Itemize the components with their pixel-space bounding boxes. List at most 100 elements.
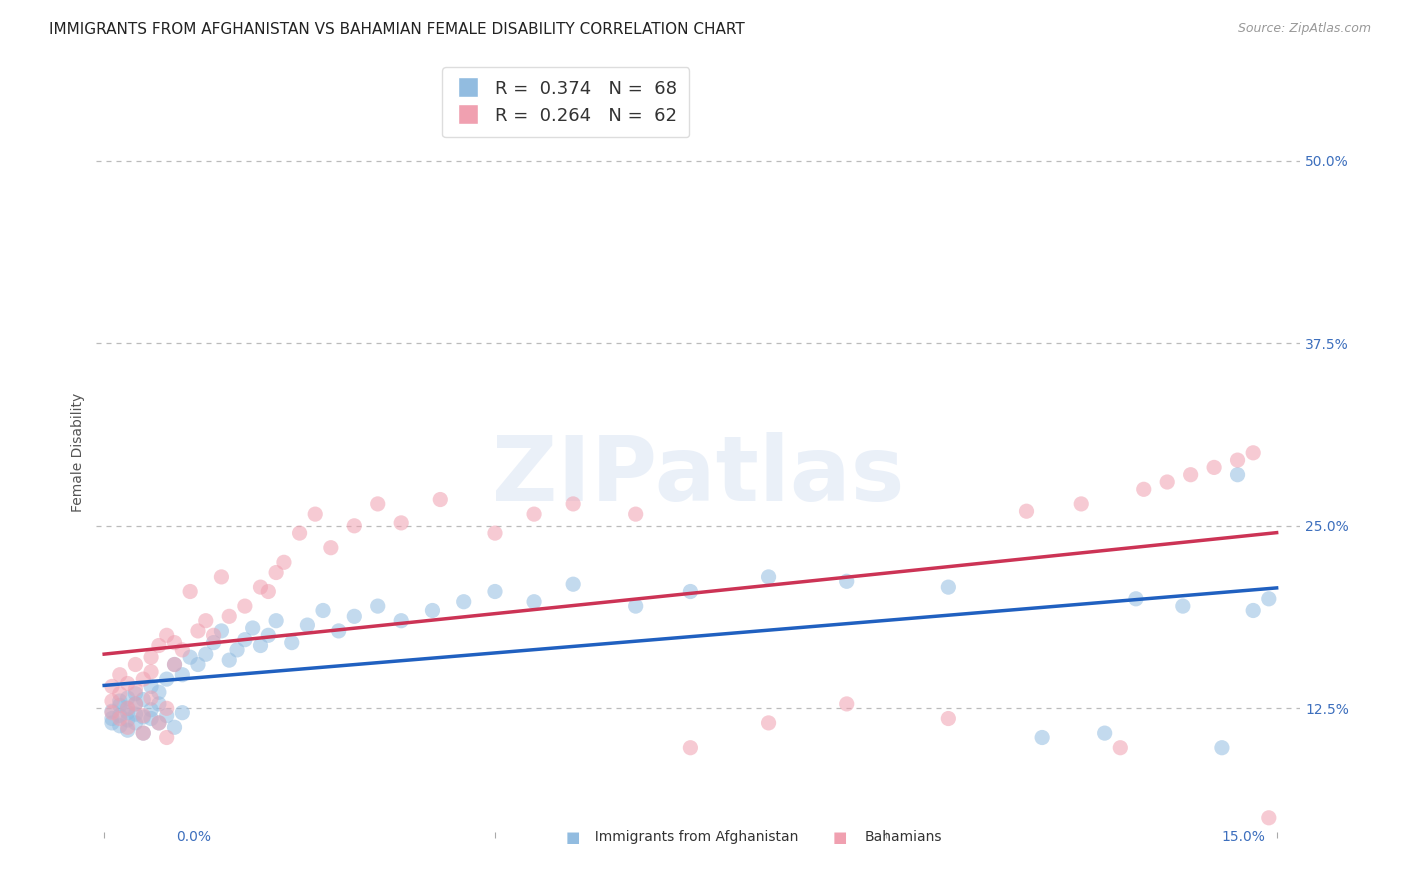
Point (1180, 467, 1202, 482)
Point (101, 694, 124, 708)
Point (148, 697, 170, 711)
Point (202, 635, 225, 649)
Point (484, 584, 506, 599)
Text: Immigrants from Afghanistan: Immigrants from Afghanistan (586, 830, 799, 844)
Point (209, 570, 232, 584)
Point (108, 687, 131, 701)
Point (758, 715, 780, 730)
Point (624, 599, 647, 613)
Text: ■: ■ (832, 830, 848, 845)
Point (281, 635, 304, 649)
Point (1171, 599, 1194, 613)
Point (453, 595, 475, 609)
Point (758, 570, 780, 584)
Point (1241, 603, 1264, 617)
Point (233, 599, 256, 613)
Point (156, 701, 179, 715)
Point (319, 541, 342, 555)
Text: IMMIGRANTS FROM AFGHANISTAN VS BAHAMIAN FEMALE DISABILITY CORRELATION CHART: IMMIGRANTS FROM AFGHANISTAN VS BAHAMIAN … (49, 22, 745, 37)
Point (257, 628, 280, 642)
Point (132, 692, 155, 706)
Point (172, 706, 194, 720)
Point (1031, 731, 1053, 745)
Point (139, 650, 162, 665)
Point (1132, 483, 1154, 497)
Point (179, 650, 201, 665)
Point (202, 628, 225, 642)
Point (209, 624, 232, 638)
Point (124, 687, 146, 701)
Point (273, 555, 295, 569)
Point (108, 708, 131, 723)
Point (242, 621, 264, 635)
Point (139, 712, 162, 726)
Point (148, 685, 170, 699)
Point (936, 580, 959, 594)
Point (484, 526, 506, 541)
Point (124, 682, 146, 697)
Point (117, 701, 139, 715)
Point (264, 614, 287, 628)
Point (124, 707, 146, 722)
Point (172, 643, 194, 657)
Point (194, 648, 217, 662)
Point (108, 719, 131, 733)
Point (101, 704, 124, 718)
Point (249, 639, 271, 653)
Point (194, 614, 217, 628)
Point (187, 657, 209, 672)
Point (156, 708, 179, 723)
Point (132, 726, 155, 740)
Point (367, 497, 389, 511)
Legend: R =  0.374   N =  68, R =  0.264   N =  62: R = 0.374 N = 68, R = 0.264 N = 62 (443, 67, 689, 137)
Point (562, 577, 585, 591)
Point (1211, 740, 1233, 755)
Point (101, 706, 124, 720)
Point (187, 624, 209, 638)
Point (156, 731, 179, 745)
Point (523, 507, 546, 521)
Point (1015, 504, 1038, 518)
Point (108, 667, 131, 681)
Point (163, 635, 186, 649)
Point (288, 526, 311, 541)
Text: ZIPatlas: ZIPatlas (492, 432, 904, 519)
Point (172, 667, 194, 681)
Point (1204, 460, 1226, 475)
Point (562, 497, 585, 511)
Point (1094, 726, 1116, 740)
Point (835, 697, 858, 711)
Point (679, 740, 702, 755)
Point (117, 723, 139, 738)
Point (422, 603, 444, 617)
Point (101, 715, 124, 730)
Point (132, 710, 155, 724)
Point (132, 672, 155, 686)
Point (1241, 446, 1264, 460)
Point (108, 694, 131, 708)
Point (124, 697, 146, 711)
Point (1109, 740, 1132, 755)
Text: 0.0%: 0.0% (176, 830, 211, 844)
Point (218, 653, 240, 667)
Text: Bahamians: Bahamians (865, 830, 942, 844)
Point (1070, 497, 1092, 511)
Point (117, 720, 139, 734)
Point (139, 680, 162, 694)
Point (389, 614, 412, 628)
Point (163, 657, 186, 672)
Point (1257, 811, 1279, 825)
Point (163, 657, 186, 672)
Point (117, 706, 139, 720)
Point (117, 713, 139, 727)
Point (523, 595, 546, 609)
Point (117, 691, 139, 706)
Point (108, 712, 131, 726)
Point (101, 680, 124, 694)
Point (124, 657, 146, 672)
Point (1226, 467, 1249, 482)
Point (108, 698, 131, 713)
Point (257, 584, 280, 599)
Point (343, 609, 366, 624)
Point (148, 639, 170, 653)
